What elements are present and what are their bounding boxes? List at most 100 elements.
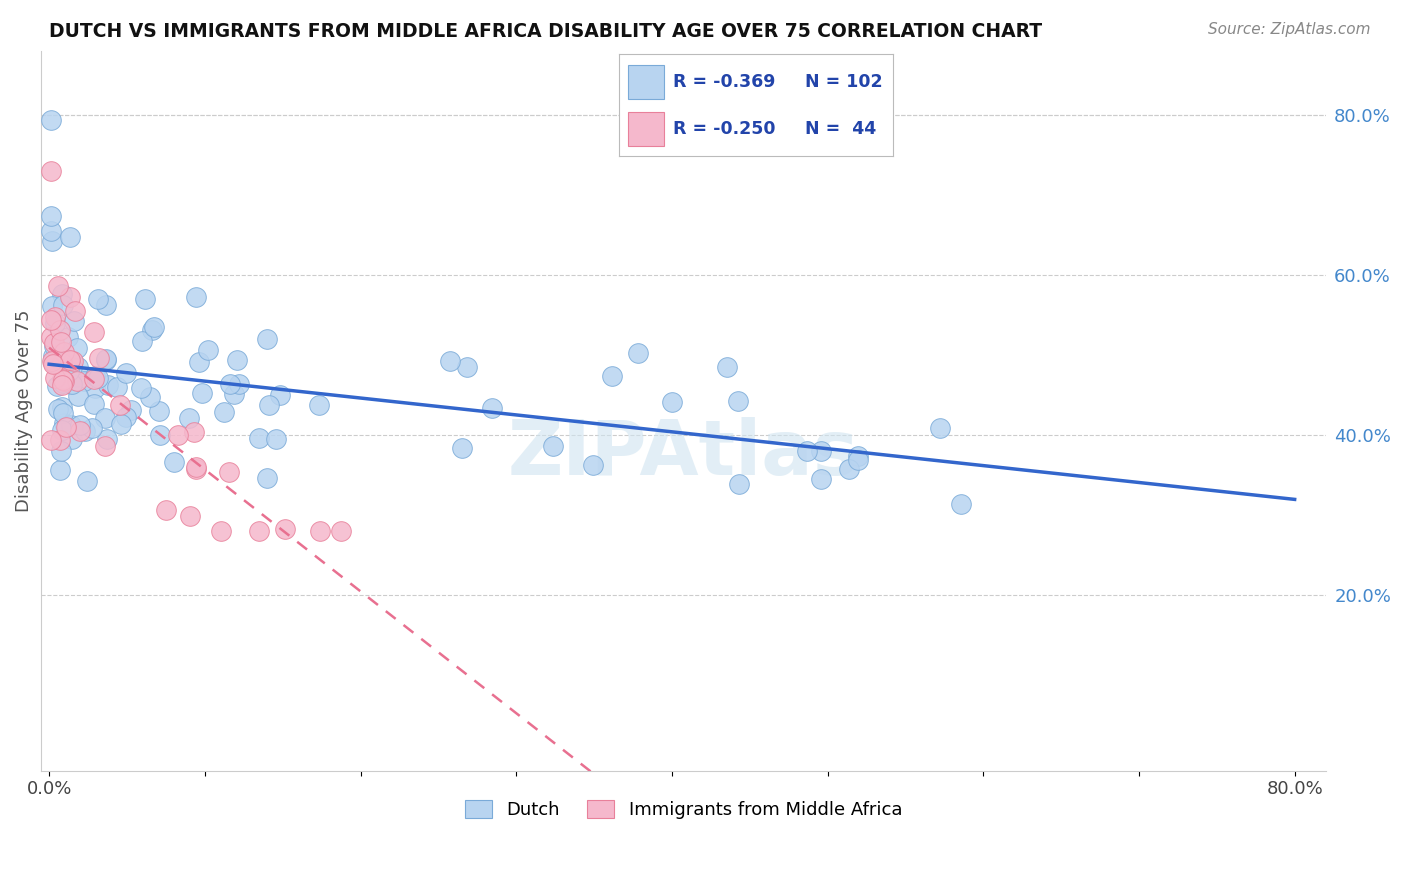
- Point: [51, 377, 73, 392]
- Point: [728, 476, 751, 491]
- Point: [66, 374, 89, 388]
- Point: [42, 356, 65, 370]
- Point: [83, 368, 105, 383]
- Point: [197, 343, 219, 357]
- Point: [62, 314, 84, 328]
- Point: [129, 381, 152, 395]
- Point: [810, 443, 832, 458]
- Point: [727, 394, 749, 409]
- Point: [190, 386, 212, 401]
- Point: [139, 390, 162, 404]
- Point: [49, 334, 72, 349]
- Point: [186, 462, 208, 476]
- Point: [183, 425, 205, 439]
- Text: DUTCH VS IMMIGRANTS FROM MIDDLE AFRICA DISABILITY AGE OVER 75 CORRELATION CHART: DUTCH VS IMMIGRANTS FROM MIDDLE AFRICA D…: [49, 22, 1042, 41]
- Point: [44, 310, 66, 324]
- Point: [39, 163, 62, 178]
- Point: [49, 323, 72, 337]
- Point: [59, 290, 82, 304]
- Point: [44, 316, 66, 330]
- Point: [42, 355, 65, 369]
- Point: [48, 402, 70, 417]
- Point: [228, 376, 250, 391]
- Point: [810, 472, 832, 486]
- Point: [661, 395, 683, 409]
- FancyBboxPatch shape: [628, 65, 664, 99]
- Point: [52, 374, 75, 388]
- Point: [51, 287, 73, 301]
- Point: [44, 370, 66, 384]
- Point: [39, 330, 62, 344]
- Point: [42, 357, 65, 371]
- Point: [84, 381, 107, 395]
- Point: [148, 404, 170, 418]
- Point: [143, 320, 166, 334]
- Point: [51, 356, 73, 370]
- Point: [97, 378, 120, 392]
- Point: [184, 459, 207, 474]
- Point: [179, 411, 201, 425]
- Point: [66, 389, 89, 403]
- Point: [41, 354, 63, 368]
- Point: [52, 406, 75, 420]
- Point: [259, 399, 281, 413]
- Point: [44, 355, 66, 369]
- Point: [167, 428, 190, 442]
- Point: [330, 524, 353, 538]
- FancyBboxPatch shape: [628, 112, 664, 145]
- Point: [94, 439, 117, 453]
- Text: N = 102: N = 102: [806, 73, 883, 91]
- Point: [48, 344, 70, 359]
- Point: [59, 230, 82, 244]
- Point: [274, 522, 297, 536]
- Point: [83, 325, 105, 339]
- Text: Source: ZipAtlas.com: Source: ZipAtlas.com: [1208, 22, 1371, 37]
- Point: [134, 292, 156, 306]
- Point: [52, 373, 75, 387]
- Point: [41, 234, 63, 248]
- Point: [141, 324, 163, 338]
- Point: [56, 330, 79, 344]
- Point: [846, 452, 869, 467]
- Point: [42, 349, 65, 363]
- Point: [796, 444, 818, 458]
- Point: [114, 409, 136, 424]
- Point: [76, 474, 98, 488]
- Point: [94, 352, 117, 367]
- Point: [63, 303, 86, 318]
- Point: [110, 417, 132, 431]
- Point: [269, 387, 291, 401]
- Point: [59, 353, 82, 368]
- Point: [179, 509, 201, 524]
- Point: [114, 366, 136, 380]
- Point: [87, 371, 110, 385]
- Point: [42, 339, 65, 353]
- Point: [52, 376, 75, 390]
- Point: [59, 417, 82, 432]
- Text: R = -0.250: R = -0.250: [673, 120, 776, 138]
- Point: [94, 353, 117, 368]
- Point: [225, 353, 247, 368]
- Point: [163, 455, 186, 469]
- Point: [110, 398, 132, 412]
- Point: [53, 416, 76, 430]
- Point: [308, 398, 330, 412]
- Point: [69, 418, 91, 433]
- Point: [120, 403, 142, 417]
- Y-axis label: Disability Age Over 75: Disability Age Over 75: [15, 310, 32, 512]
- Point: [87, 292, 110, 306]
- Point: [481, 401, 503, 415]
- Point: [218, 465, 240, 479]
- Text: ZIPAtlas: ZIPAtlas: [508, 417, 859, 491]
- Point: [456, 360, 478, 375]
- Point: [716, 359, 738, 374]
- Point: [451, 441, 474, 455]
- Point: [48, 346, 70, 360]
- Point: [212, 405, 235, 419]
- Point: [247, 524, 270, 538]
- Point: [131, 334, 153, 348]
- Point: [105, 380, 128, 394]
- Point: [187, 355, 209, 369]
- Point: [308, 524, 330, 538]
- Point: [39, 224, 62, 238]
